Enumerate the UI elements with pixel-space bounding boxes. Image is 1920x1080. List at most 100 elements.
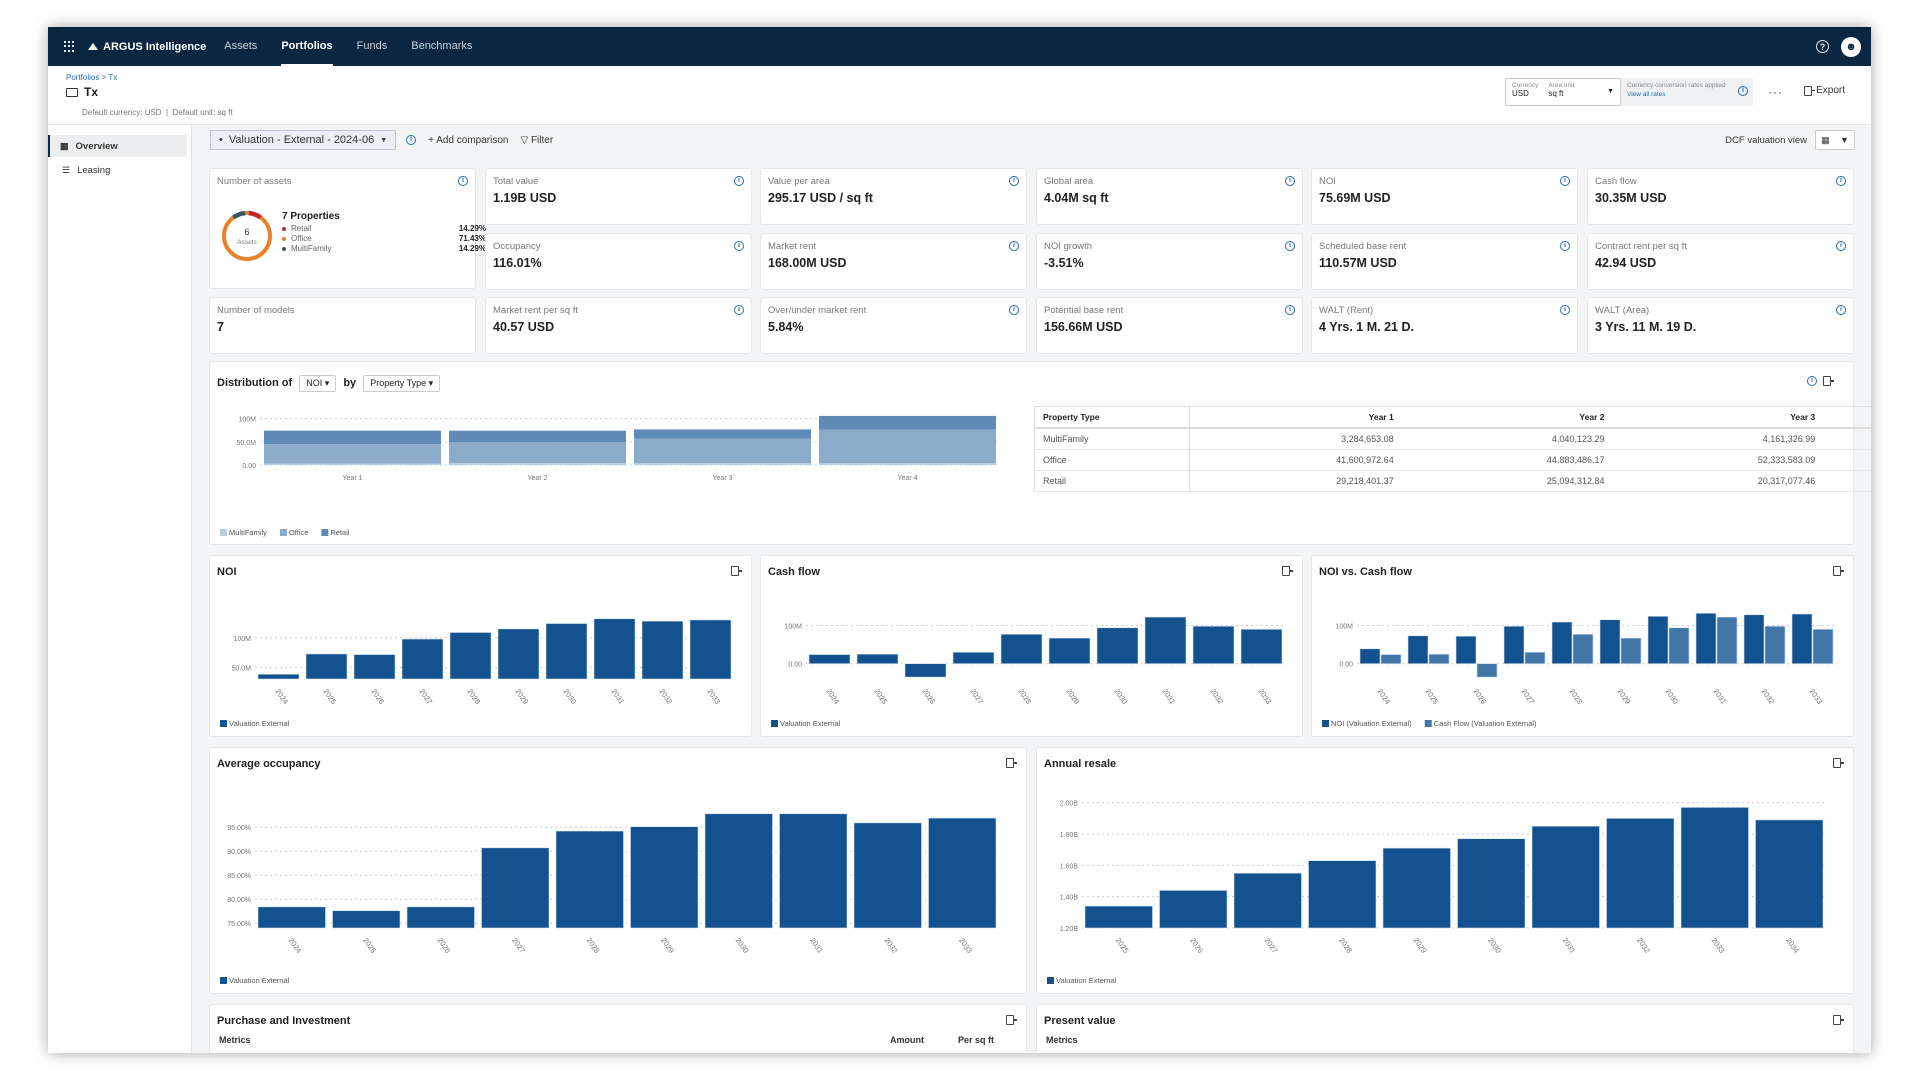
view-toggle[interactable]: ▦ ▼ [1815, 130, 1855, 150]
x-tick-label: 2030 [1112, 687, 1129, 706]
filter-label: Filter [530, 134, 554, 146]
x-tick-label: 2025 [1423, 687, 1440, 706]
info-icon[interactable]: i [734, 305, 744, 315]
filter-button[interactable]: ▽ Filter [520, 135, 553, 146]
x-tick-label: 2027 [968, 687, 985, 706]
info-icon[interactable]: i [734, 176, 744, 186]
info-icon[interactable]: i [1836, 241, 1846, 251]
table-cell: 4,286,166.80 [1823, 428, 1871, 450]
legend-label: Valuation External [229, 976, 290, 985]
user-avatar-icon[interactable]: ☻ [1841, 36, 1861, 57]
info-icon[interactable]: i [1285, 241, 1295, 251]
info-icon[interactable]: i [1285, 176, 1295, 186]
dashboard-icon: ▦ [60, 140, 69, 151]
export-icon[interactable] [1833, 758, 1844, 768]
sidebar-item-overview[interactable]: ▦ Overview [48, 135, 187, 157]
info-icon[interactable]: i [1738, 86, 1748, 96]
noi-vs-cf-chart: 0.00 100M 2024 2025 2026 2027 2028 2029 2030 2031… [1322, 612, 1837, 728]
table-cell: 3,284,653.08 [1189, 428, 1402, 450]
kpi-card-scheduled-base-rent: Scheduled base rent 110.57M USD i [1311, 233, 1578, 290]
x-tick-label: 2024 [273, 687, 290, 706]
kpi-label: Contract rent per sq ft [1595, 241, 1687, 252]
bar-noi_vs_cf-1-2032 [1764, 625, 1786, 665]
x-tick-label: Year 2 [528, 475, 548, 482]
legend-swatch [321, 529, 329, 536]
currency-area-selector[interactable]: Currency USD Area unit sq ft ▼ [1505, 78, 1621, 106]
export-icon[interactable] [731, 566, 742, 576]
bar-noi_vs_cf-0-2033 [1791, 613, 1813, 665]
breakdown-name: Office [291, 234, 312, 243]
breakdown-name: Retail [291, 224, 312, 233]
export-icon[interactable] [1833, 566, 1844, 576]
x-tick-label: 2026 [1188, 936, 1205, 955]
sidebar-item-leasing[interactable]: ☰ Leasing [52, 159, 187, 181]
cashflow-chart: 0.00 100M 2024 2025 2026 2027 2028 2029 2030 2031… [771, 616, 1286, 728]
info-icon[interactable]: i [1009, 305, 1019, 315]
info-icon[interactable]: i [1807, 376, 1817, 386]
default-unit: Default unit: sq ft [172, 108, 233, 117]
export-icon[interactable] [1823, 376, 1834, 386]
x-tick-label: 2030 [734, 936, 751, 955]
more-options-button[interactable]: ··· [1768, 85, 1783, 99]
x-tick-label: 2027 [510, 936, 527, 955]
page-header: Portfolios > Tx Tx Default currency: USD… [48, 66, 1871, 125]
export-icon[interactable] [1006, 1015, 1017, 1025]
office-dot-icon [282, 236, 286, 241]
property-breakdown: 7 Properties Retail 14.29% Office 71.43% M… [282, 211, 486, 254]
x-tick-label: 2024 [1375, 687, 1392, 706]
export-icon[interactable] [1833, 1015, 1844, 1025]
distribution-by: by [343, 377, 357, 389]
distribution-card: Distribution of NOI ▾ by Property Type ▾… [209, 361, 1871, 545]
column-header: Metrics [1046, 1035, 1078, 1045]
metric-select[interactable]: NOI ▾ [299, 375, 337, 392]
valuation-select[interactable]: • Valuation - External - 2024-06 ▼ [210, 130, 397, 150]
chevron-down-icon: ▼ [380, 136, 388, 144]
app-launcher-icon[interactable] [64, 40, 76, 53]
assets-count: 6 [244, 227, 249, 237]
info-icon[interactable]: i [1560, 305, 1570, 315]
info-icon[interactable]: i [406, 135, 417, 145]
info-icon[interactable]: i [1560, 241, 1570, 251]
breakdown-pct: 71.43% [458, 234, 486, 243]
legend-label: Retail [330, 528, 350, 537]
nav-tab-benchmarks[interactable]: Benchmarks [411, 40, 473, 52]
occupancy-chart: 75.00% 80.00% 85.00% 90.00% 95.00% 2024 2025 20… [220, 813, 1000, 985]
table-cell: 4,161,326.99 [1612, 428, 1824, 450]
bar-noi_vs_cf-1-2031 [1716, 616, 1738, 665]
bar-noi_vs_cf-0-2030 [1647, 615, 1669, 665]
y-tick-label: 100M [784, 623, 802, 630]
bar-noi_vs_cf-0-2028 [1551, 621, 1573, 665]
table-cell: 25,094,312.84 [1401, 470, 1613, 492]
nav-tab-portfolios[interactable]: Portfolios [281, 27, 334, 66]
info-icon[interactable]: i [1285, 305, 1295, 315]
bar-cashflow-0-2029 [1048, 637, 1091, 665]
info-icon[interactable]: i [458, 176, 468, 186]
export-icon[interactable] [1282, 566, 1293, 576]
info-icon[interactable]: i [1009, 241, 1019, 251]
bar-cashflow-0-2025 [856, 653, 899, 665]
kpi-card-market-rent-per-sq-ft: Market rent per sq ft 40.57 USD i [485, 297, 752, 354]
add-comparison-button[interactable]: + Add comparison [428, 134, 509, 146]
info-icon[interactable]: i [1836, 176, 1846, 186]
kpi-label: Potential base rent [1044, 305, 1124, 316]
info-icon[interactable]: i [1009, 176, 1019, 186]
brand-logo[interactable]: ARGUS Intelligence [88, 41, 206, 53]
filter-icon: ▽ [520, 134, 529, 146]
info-icon[interactable]: i [734, 241, 744, 251]
group-by-select[interactable]: Property Type ▾ [363, 375, 441, 392]
help-icon[interactable]: ? [1816, 40, 1829, 53]
x-tick-label: 2026 [369, 687, 386, 706]
view-all-rates-link[interactable]: View all rates [1627, 91, 1666, 98]
nav-tab-funds[interactable]: Funds [356, 40, 388, 52]
currency-value: USD [1512, 89, 1529, 98]
info-icon[interactable]: i [1836, 305, 1846, 315]
export-button[interactable]: Export [1804, 85, 1845, 96]
breadcrumb[interactable]: Portfolios > Tx [66, 73, 118, 82]
info-icon[interactable]: i [1560, 176, 1570, 186]
table-cell: 20,317,077.46 [1612, 470, 1824, 492]
bar-retail-3 [819, 415, 996, 430]
nav-tab-assets[interactable]: Assets [224, 40, 258, 52]
x-tick-label: 2032 [1208, 687, 1225, 706]
y-tick-label: 50.0M [232, 666, 252, 673]
export-icon[interactable] [1006, 758, 1017, 768]
